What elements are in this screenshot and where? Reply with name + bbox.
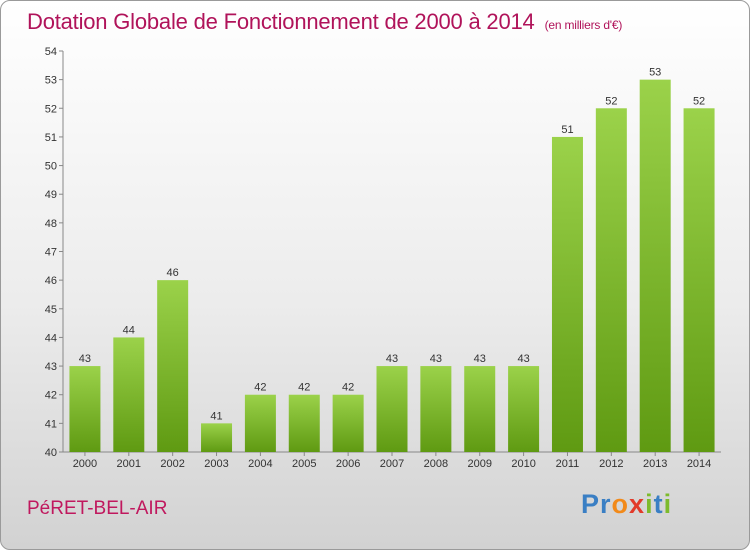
logo-letter: x (629, 489, 646, 519)
value-label-2006: 42 (342, 382, 354, 394)
y-tick-label: 49 (45, 189, 57, 201)
value-label-2001: 44 (123, 324, 135, 336)
bar-2006 (332, 394, 364, 452)
x-tick-label-2001: 2001 (117, 458, 141, 470)
value-label-2012: 52 (605, 95, 617, 107)
y-tick-label: 41 (45, 418, 57, 430)
x-tick-label-2005: 2005 (292, 458, 316, 470)
y-tick-label: 52 (45, 103, 57, 115)
x-tick-label-2008: 2008 (424, 458, 448, 470)
bar-2013 (639, 79, 671, 453)
title-text: Dotation Globale de Fonctionnement de 20… (27, 9, 535, 34)
logo-letter: i (663, 489, 673, 519)
bar-2005 (288, 394, 320, 452)
value-label-2000: 43 (79, 353, 91, 365)
x-tick-label-2010: 2010 (511, 458, 535, 470)
bar-2010 (508, 366, 540, 452)
bar-2008 (420, 366, 452, 452)
bar-2009 (464, 366, 496, 452)
y-tick-label: 50 (45, 161, 57, 173)
logo-letter: i (645, 489, 654, 519)
value-label-2003: 41 (210, 410, 222, 422)
proxiti-logo: Proxiti (581, 489, 672, 520)
chart-title: Dotation Globale de Fonctionnement de 20… (27, 9, 622, 35)
x-tick-label-2004: 2004 (248, 458, 272, 470)
y-tick-label: 47 (45, 247, 57, 259)
y-tick-label: 53 (45, 75, 57, 87)
bar-2003 (201, 423, 233, 452)
bar-2000 (69, 366, 101, 452)
x-tick-label-2006: 2006 (336, 458, 360, 470)
value-label-2007: 43 (386, 353, 398, 365)
value-label-2010: 43 (517, 353, 529, 365)
x-tick-label-2007: 2007 (380, 458, 404, 470)
bar-2012 (595, 108, 627, 453)
y-tick-label: 51 (45, 132, 57, 144)
x-tick-label-2012: 2012 (599, 458, 623, 470)
value-label-2002: 46 (167, 267, 179, 279)
logo-letter: t (653, 489, 664, 519)
x-tick-label-2011: 2011 (556, 458, 580, 470)
bar-2007 (376, 366, 408, 452)
logo-letter: P (581, 489, 601, 519)
value-label-2014: 52 (693, 95, 705, 107)
y-tick-label: 48 (45, 218, 57, 230)
x-tick-label-2014: 2014 (687, 458, 711, 470)
bar-2002 (157, 280, 189, 452)
value-label-2013: 53 (649, 67, 661, 79)
logo-letter: o (611, 489, 630, 519)
bar-2014 (683, 108, 715, 453)
bar-2004 (244, 394, 276, 452)
y-tick-label: 44 (45, 332, 57, 344)
y-tick-label: 45 (45, 304, 57, 316)
value-label-2005: 42 (298, 382, 310, 394)
y-tick-label: 43 (45, 361, 57, 373)
value-label-2008: 43 (430, 353, 442, 365)
x-tick-label-2009: 2009 (467, 458, 491, 470)
y-tick-label: 40 (45, 447, 57, 459)
value-label-2009: 43 (474, 353, 486, 365)
value-label-2011: 51 (561, 124, 573, 136)
x-tick-label-2002: 2002 (160, 458, 184, 470)
logo-letter: r (600, 489, 612, 519)
axes: 40 41 42 43 44 45 46 47 48 49 50 51 52 53 54 2000 2001 20… (45, 46, 721, 470)
x-tick-label-2013: 2013 (643, 458, 667, 470)
y-tick-label: 42 (45, 390, 57, 402)
y-tick-label: 46 (45, 275, 57, 287)
bar-2001 (113, 337, 145, 452)
bars: 43 44 46 41 42 42 42 43 43 43 43 51 52 53 52 (69, 67, 715, 453)
y-tick-label: 54 (45, 46, 57, 58)
bar-2011 (551, 136, 583, 452)
x-tick-label-2003: 2003 (204, 458, 228, 470)
x-tick-label-2000: 2000 (73, 458, 97, 470)
value-label-2004: 42 (254, 382, 266, 394)
subtitle: (en milliers d'€) (544, 18, 623, 32)
commune-name: PéRET-BEL-AIR (27, 498, 168, 519)
